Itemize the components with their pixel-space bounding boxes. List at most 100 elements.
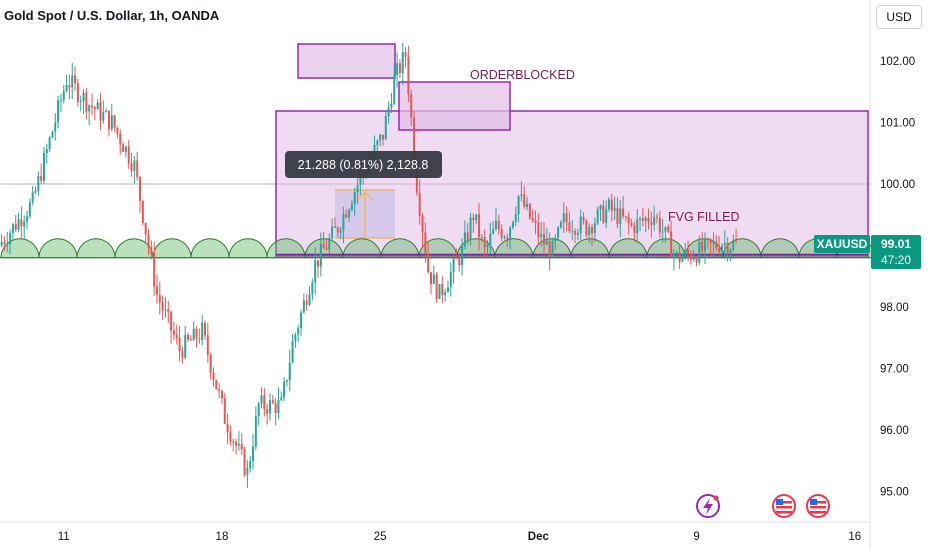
candle-body: [398, 63, 401, 73]
candle-body: [28, 202, 31, 217]
candle-body: [376, 140, 379, 145]
last-price-value: 99.01: [881, 237, 911, 251]
candle-body: [150, 247, 153, 254]
candle-body: [88, 105, 91, 112]
candle-body: [187, 334, 190, 340]
candle-body: [271, 400, 274, 404]
price-tick-label: 101.00: [880, 118, 915, 130]
candle-body: [373, 144, 376, 157]
candle-body: [381, 134, 384, 140]
candle-body: [472, 217, 475, 221]
arc-segment: [38, 238, 78, 259]
candle-body: [136, 160, 139, 178]
arc-segment: [494, 238, 534, 259]
candle-body: [432, 274, 435, 285]
candle-body: [311, 282, 314, 295]
candle-body: [93, 107, 96, 110]
time-tick-label: Dec: [528, 531, 550, 543]
us-flag-icon[interactable]: [772, 494, 796, 518]
candle-body: [531, 218, 534, 221]
lightning-icon[interactable]: [696, 494, 720, 518]
candle-body: [161, 302, 164, 311]
candle-body: [54, 122, 57, 132]
candle-body: [71, 75, 74, 88]
candle-body: [23, 221, 26, 227]
symbol-tag-label: XAUUSD: [817, 237, 868, 251]
currency-selector-button[interactable]: USD: [876, 5, 922, 29]
price-tick-label: 95.00: [880, 487, 909, 499]
candle-body: [305, 300, 308, 305]
candle-body: [141, 200, 144, 223]
candle-body: [252, 446, 255, 461]
candle-body: [164, 309, 167, 311]
candle-body: [511, 221, 514, 228]
candle-body: [543, 233, 545, 245]
candle-body: [175, 335, 178, 338]
candle-body: [548, 241, 551, 258]
candle-body: [554, 237, 557, 242]
candle-body: [45, 148, 48, 154]
candle-body: [353, 192, 356, 205]
candle-body: [421, 216, 424, 233]
candle-body: [379, 134, 382, 141]
candle-body: [517, 196, 520, 215]
candle-body: [317, 260, 319, 267]
us-flag-icon[interactable]: [806, 494, 830, 518]
candle-body: [285, 380, 288, 382]
candle-body: [639, 218, 642, 220]
candle-body: [348, 210, 351, 218]
candle-body: [107, 110, 110, 130]
candle-body: [297, 328, 300, 335]
arc-segment: [0, 238, 40, 259]
candle-body: [492, 229, 495, 234]
candle-body: [461, 246, 464, 265]
candle-body: [170, 311, 173, 331]
candle-body: [509, 227, 512, 241]
candle-body: [444, 292, 447, 296]
top-orderblock-rect[interactable]: [297, 43, 396, 79]
candle-body: [565, 213, 568, 223]
candle-body: [322, 244, 325, 249]
candle-body: [672, 253, 675, 258]
candle-body: [336, 227, 339, 233]
arc-segment: [114, 238, 154, 259]
candle-body: [475, 214, 478, 221]
arc-segment: [228, 238, 268, 259]
candle-body: [469, 217, 472, 241]
time-tick-label: 11: [58, 531, 70, 543]
candle-body: [478, 214, 481, 238]
candle-body: [729, 249, 732, 255]
arc-segment: [76, 238, 116, 259]
candle-body: [455, 258, 458, 260]
candle-body: [201, 322, 204, 340]
candle-body: [122, 144, 125, 152]
candle-body: [308, 294, 311, 305]
candle-body: [99, 102, 102, 121]
candle-body: [627, 216, 630, 224]
candle-body: [167, 309, 170, 312]
candle-body: [328, 238, 331, 250]
candle-body: [593, 223, 596, 234]
candle-body: [37, 176, 40, 192]
candle-body: [76, 83, 79, 102]
price-axis-ticks: 102.00101.00100.0099.0098.0097.0096.0095…: [880, 56, 915, 499]
chart-title: Gold Spot / U.S. Dollar, 1h, OANDA: [4, 8, 220, 23]
candle-body: [458, 258, 461, 265]
candle-body: [189, 339, 192, 341]
measure-arrow-head-left: [356, 191, 366, 201]
annotation-orderblocked[interactable]: ORDERBLOCKED: [470, 68, 575, 82]
price-tick-label: 100.00: [880, 179, 915, 191]
orderblocked-rect[interactable]: [398, 81, 511, 131]
candle-body: [51, 131, 54, 138]
candle-body: [452, 258, 455, 272]
candle-body: [726, 242, 729, 255]
candle-body: [105, 110, 108, 113]
candle-body: [689, 253, 692, 260]
candle-body: [223, 398, 226, 424]
candle-body: [483, 236, 486, 248]
candle-body: [288, 362, 291, 381]
annotation-fvg-filled[interactable]: FVG FILLED: [668, 210, 740, 224]
candle-body: [220, 390, 223, 399]
candle-body: [195, 328, 198, 339]
